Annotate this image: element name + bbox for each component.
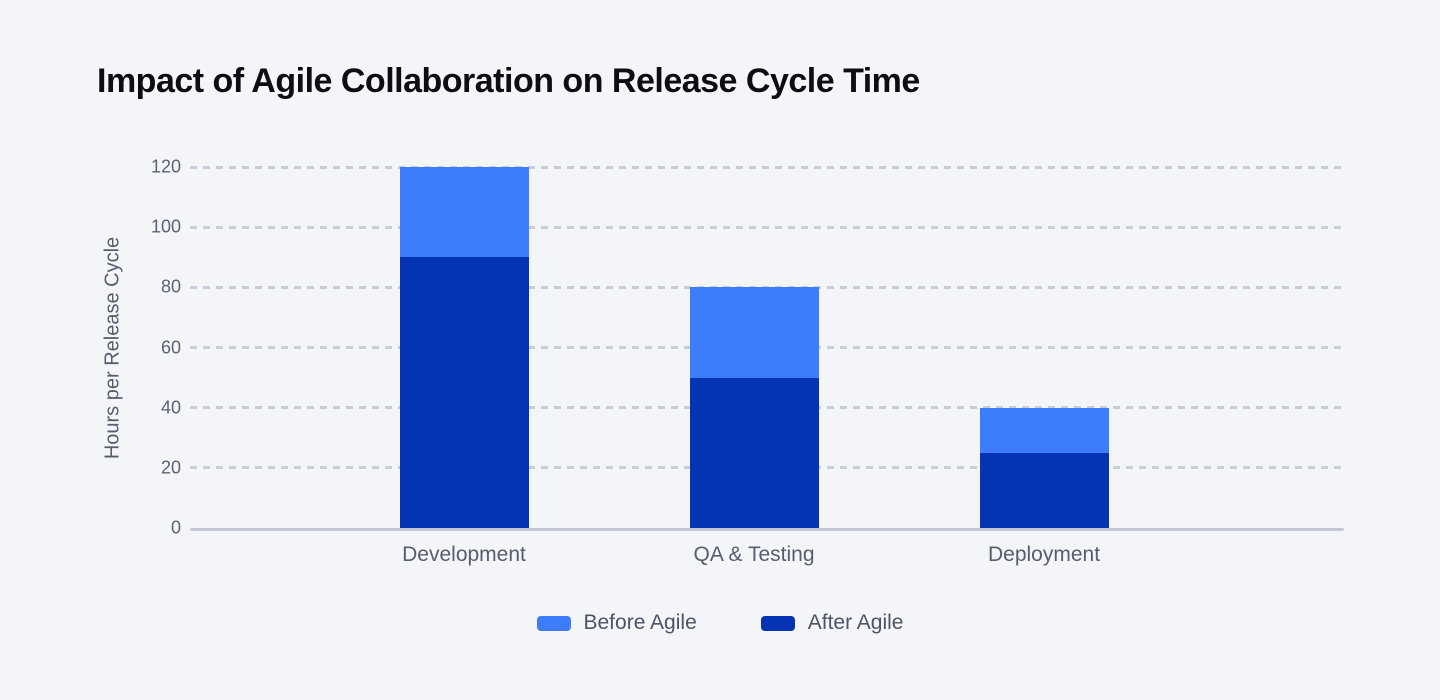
- chart-title: Impact of Agile Collaboration on Release…: [97, 62, 920, 100]
- y-tick-label-100: 100: [150, 216, 181, 237]
- bar-after-agile-development: [399, 257, 529, 528]
- legend: Before Agile After Agile: [0, 611, 1440, 635]
- legend-swatch-after-agile: [760, 615, 795, 631]
- x-category-label-qa-testing: QA & Testing: [693, 543, 815, 566]
- legend-item-after-agile: After Agile: [760, 611, 904, 635]
- legend-item-before-agile: Before Agile: [536, 611, 697, 635]
- x-category-label-deployment: Deployment: [987, 543, 1101, 566]
- y-tick-label-0: 0: [170, 517, 181, 538]
- y-axis-title: Hours per Release Cycle: [101, 236, 124, 460]
- y-tick-label-20: 20: [160, 457, 181, 478]
- y-tick-label-60: 60: [160, 337, 181, 357]
- x-category-label-development: Development: [402, 543, 526, 566]
- gridline-100: [190, 225, 1344, 229]
- legend-label-after-agile: After Agile: [807, 611, 904, 634]
- plot-area: 0 20 40 60 80 100 120 Development QA & Testing De…: [151, 157, 1344, 566]
- y-tick-label-120: 120: [150, 156, 181, 177]
- legend-swatch-before-agile: [536, 615, 571, 631]
- bar-after-agile-qa-testing: [689, 377, 819, 528]
- legend-label-before-agile: Before Agile: [583, 611, 697, 634]
- x-axis-line: [190, 528, 1344, 531]
- y-tick-label-40: 40: [160, 397, 181, 418]
- gridline-80: [190, 285, 1344, 289]
- bar-after-agile-deployment: [979, 452, 1109, 528]
- y-tick-label-80: 80: [160, 276, 181, 297]
- gridline-120: [190, 165, 1344, 169]
